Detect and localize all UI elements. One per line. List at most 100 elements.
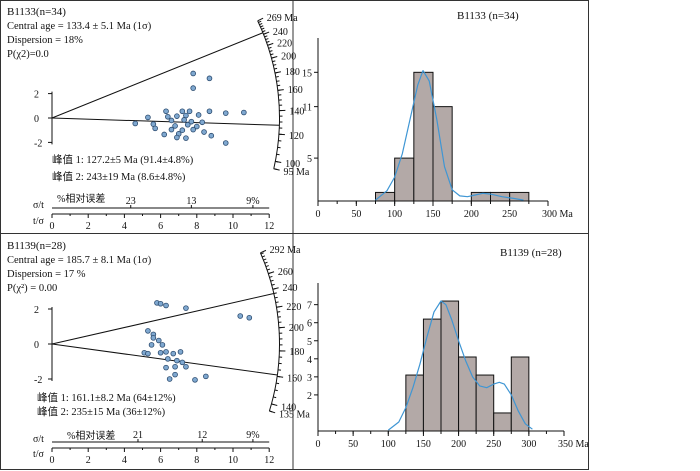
x-tick-label: 0 xyxy=(316,439,321,450)
x-tick-label: 150 xyxy=(426,209,441,220)
data-point xyxy=(145,350,151,357)
error-axis-title: %相对误差 xyxy=(57,192,105,205)
x-tick-label: 100 xyxy=(387,209,402,220)
arc-tick-label: 160 xyxy=(288,85,303,96)
arc-tick-label: 240 xyxy=(283,283,298,294)
x-tick-label: 2 xyxy=(86,455,91,466)
arc-major-tick xyxy=(271,403,278,407)
radial-stat-dispersion: Dispersion = 18% xyxy=(7,35,83,46)
error-axis-tick-label: 23 xyxy=(126,196,136,207)
data-point xyxy=(179,127,186,133)
data-point xyxy=(190,126,196,133)
arc-major-tick xyxy=(277,89,284,91)
x-tick-label: 8 xyxy=(194,455,199,466)
histogram-bar xyxy=(394,157,415,202)
y-tick-label: 2 xyxy=(34,90,39,101)
radial-title: B1139(n=28) xyxy=(7,240,66,252)
data-point xyxy=(241,109,247,116)
error-axis-tick-label: 9% xyxy=(246,430,259,441)
arc-major-tick xyxy=(267,42,274,46)
x-tick-label: 350 Ma xyxy=(558,439,589,450)
arc-minor-tick xyxy=(258,20,262,23)
data-point xyxy=(155,337,162,344)
data-point xyxy=(159,342,166,348)
data-point xyxy=(190,85,196,91)
x-tick-label: 50 xyxy=(348,439,358,450)
arc-minor-tick xyxy=(274,67,278,70)
arc-tick-label: 120 xyxy=(289,131,304,142)
peak-age-line xyxy=(51,343,278,376)
arc-minor-tick xyxy=(264,35,268,38)
kde-curve xyxy=(387,300,533,431)
arc-tick-label: 140 xyxy=(281,402,296,413)
arc-minor-tick xyxy=(270,279,274,282)
radial-stat-p-chi2: P(χ²) = 0.00 xyxy=(7,283,57,294)
x-tick-label: 12 xyxy=(264,455,274,466)
x-tick-label: 10 xyxy=(228,221,238,232)
data-point xyxy=(150,335,157,341)
data-point xyxy=(163,108,169,115)
radial-stat-central-age: Central age = 185.7 ± 8.1 Ma (1σ) xyxy=(7,255,152,266)
x-tick-label: 200 xyxy=(451,439,466,450)
data-point xyxy=(163,349,169,355)
figure-frame xyxy=(0,0,589,470)
data-point xyxy=(161,131,168,138)
histogram-bar xyxy=(375,191,396,202)
y-tick-label: 11 xyxy=(302,103,312,114)
x-tick-label: 12 xyxy=(264,221,274,232)
y-tick-label: 5 xyxy=(307,154,312,165)
data-point xyxy=(165,356,171,362)
data-point xyxy=(194,123,200,130)
arc-minor-tick xyxy=(273,64,277,66)
data-point xyxy=(199,119,206,126)
histogram-b1133: B1133 (n=34) 0 50 100 150 200 250 300 Ma 5 11 15 xyxy=(302,10,573,220)
arc-tick-label: 269 Ma xyxy=(267,13,298,24)
arc-tick-label: 200 xyxy=(289,323,304,334)
arc-tick-label: 140 xyxy=(289,106,304,117)
peak-age-line xyxy=(51,293,274,345)
data-point xyxy=(163,364,169,371)
age-scale-arc xyxy=(259,252,280,412)
data-point xyxy=(183,135,189,141)
error-axis-tick-label: 13 xyxy=(186,196,196,207)
arc-minor-tick xyxy=(263,258,267,261)
x-tick-label: 250 xyxy=(502,209,517,220)
arc-minor-tick xyxy=(273,292,277,294)
y-tick-label: -2 xyxy=(34,138,42,149)
arc-minor-tick xyxy=(260,252,264,255)
x-tick-label: 0 xyxy=(316,209,321,220)
data-point xyxy=(174,134,180,141)
arc-minor-tick xyxy=(264,261,268,264)
radial-plot-b1139: B1139(n=28) Central age = 185.7 ± 8.1 Ma… xyxy=(7,240,310,466)
arc-major-tick xyxy=(260,249,267,254)
x-tick-label: 200 xyxy=(464,209,479,220)
y-tick-label: 3 xyxy=(307,373,312,384)
arc-minor-tick xyxy=(269,275,273,278)
y-tick-label: 6 xyxy=(307,319,312,330)
arc-tick-label: 95 Ma xyxy=(284,167,310,178)
histogram-b1139: B1139 (n=28) 0 50 100 150 200 250 300 350 Ma 2 3 4… xyxy=(307,247,589,450)
histogram-bar xyxy=(422,318,442,432)
data-point xyxy=(183,305,189,311)
data-point xyxy=(172,371,178,378)
arc-minor-tick xyxy=(273,396,277,399)
data-point xyxy=(148,342,155,348)
data-point xyxy=(174,113,180,119)
x-tick-label: 2 xyxy=(86,221,91,232)
data-point xyxy=(168,126,175,133)
x-tick-label: 50 xyxy=(351,209,361,220)
arc-minor-tick xyxy=(272,60,276,63)
arc-tick-label: 100 xyxy=(285,159,300,170)
arc-minor-tick xyxy=(262,30,266,33)
data-point xyxy=(179,108,186,115)
error-axis-title: %相对误差 xyxy=(67,429,115,442)
arc-minor-tick xyxy=(275,301,279,303)
peak-age-line xyxy=(51,32,264,119)
data-point xyxy=(145,114,151,121)
data-point xyxy=(183,363,189,370)
arc-major-tick xyxy=(276,305,283,308)
data-point xyxy=(184,121,191,128)
data-point xyxy=(172,123,178,129)
data-point xyxy=(179,359,186,366)
